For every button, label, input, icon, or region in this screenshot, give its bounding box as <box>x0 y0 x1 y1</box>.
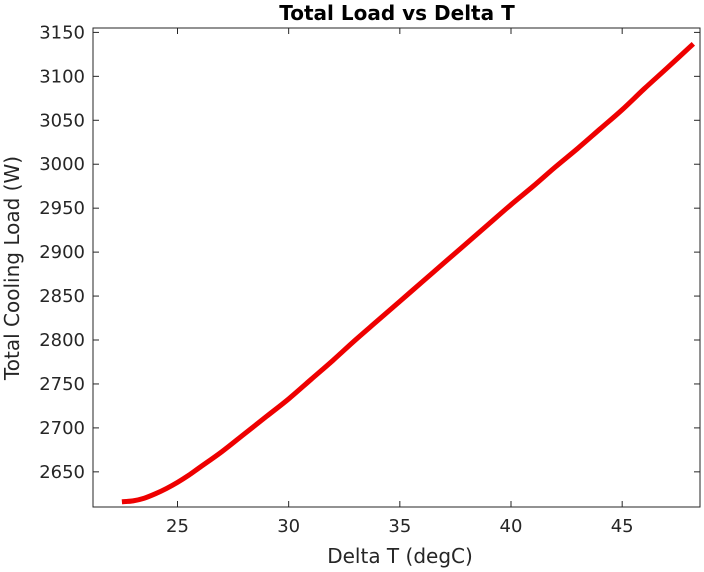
y-tick-label: 3150 <box>39 22 85 43</box>
y-tick-label: 2750 <box>39 374 85 395</box>
y-tick-label: 2850 <box>39 286 85 307</box>
x-tick-label: 30 <box>277 516 300 537</box>
chart-title: Total Load vs Delta T <box>279 1 515 25</box>
x-tick-label: 35 <box>388 516 411 537</box>
x-tick-label: 25 <box>166 516 189 537</box>
y-tick-label: 2800 <box>39 330 85 351</box>
y-tick-label: 2950 <box>39 198 85 219</box>
y-tick-label: 3100 <box>39 66 85 87</box>
y-axis-label: Total Cooling Load (W) <box>0 156 24 381</box>
series-line-0 <box>121 41 696 505</box>
x-axis-label: Delta T (degC) <box>327 544 473 568</box>
y-tick-label: 2900 <box>39 242 85 263</box>
y-tick-label: 3000 <box>39 154 85 175</box>
x-axis: 25 30 35 40 45 <box>166 28 634 537</box>
plot-area-frame <box>92 27 701 508</box>
y-axis: 2650 2700 2750 2800 2850 2900 2950 3000 3050 3100… <box>39 22 700 483</box>
y-tick-label: 2650 <box>39 462 85 483</box>
x-tick-label: 40 <box>500 516 523 537</box>
y-tick-label: 3050 <box>39 110 85 131</box>
x-tick-label: 45 <box>611 516 634 537</box>
y-tick-label: 2700 <box>39 418 85 439</box>
series-layer <box>121 41 696 505</box>
